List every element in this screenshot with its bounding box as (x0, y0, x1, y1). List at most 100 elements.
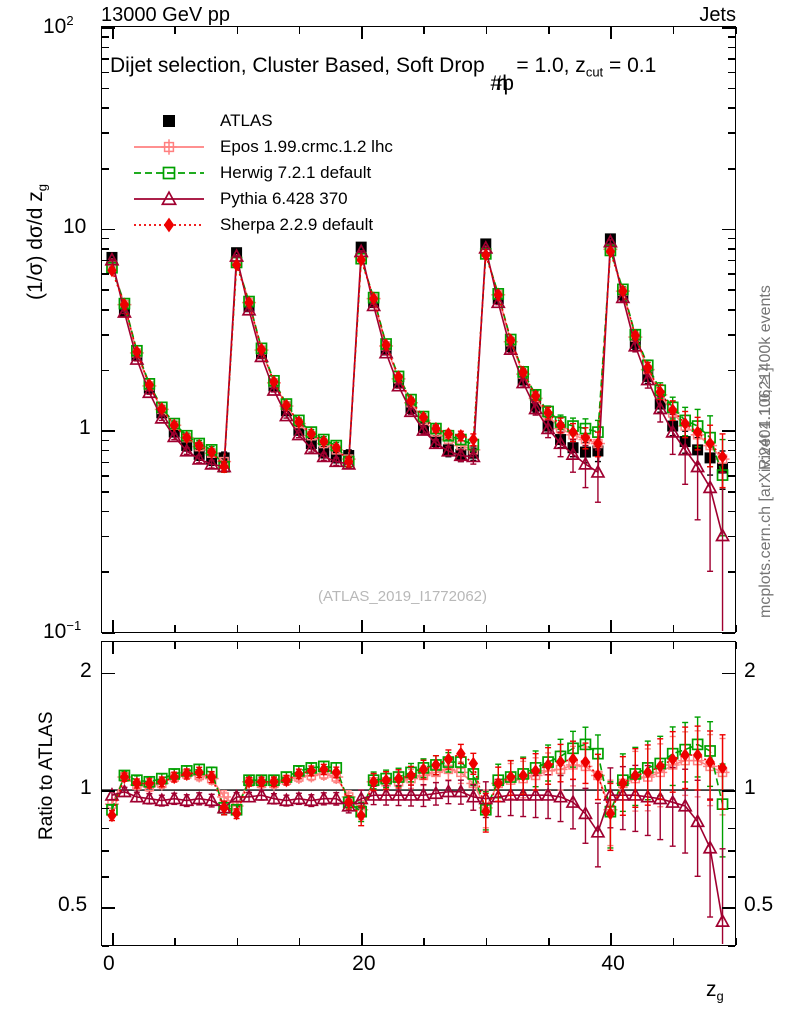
axis-tick (111, 620, 114, 632)
axis-tick (102, 632, 115, 634)
axis-tick (728, 132, 735, 135)
legend-entry-sherpa: Sherpa 2.2.9 default (132, 212, 393, 238)
axis-tick (728, 461, 735, 464)
axis-tick (610, 933, 612, 945)
ratio-plot-panel (101, 641, 736, 946)
x-axis-title-text: z (706, 978, 717, 1001)
axis-tick (102, 167, 109, 170)
legend-label: Pythia 6.428 370 (220, 189, 348, 208)
axis-tick (236, 625, 239, 632)
axis-tick (298, 938, 301, 945)
main-y-axis-title: (1/σ) dσ/d zg (24, 184, 50, 300)
axis-tick (735, 625, 737, 632)
axis-tick (423, 642, 426, 649)
axis-tick (236, 938, 239, 945)
axis-tick (485, 625, 488, 632)
axis-tick (728, 945, 735, 947)
axis-tick (102, 228, 115, 231)
main-y-tick-label: 1 (79, 416, 91, 440)
axis-tick (361, 27, 363, 39)
axis-tick (174, 27, 176, 34)
x-axis-title: zg (706, 978, 724, 1004)
axis-tick (102, 439, 109, 442)
axis-tick (722, 632, 735, 634)
axis-tick (174, 625, 176, 632)
axis-tick (728, 237, 735, 240)
axis-tick (728, 273, 735, 275)
axis-tick (728, 87, 735, 90)
axis-tick (728, 369, 735, 372)
axis-tick (728, 167, 735, 170)
axis-tick (361, 620, 363, 632)
axis-tick (728, 58, 735, 60)
axis-tick (728, 46, 735, 49)
axis-tick (728, 248, 735, 250)
main-y-tick-label: 10 (63, 214, 87, 238)
axis-tick (728, 510, 735, 513)
ratio-y-tick-label-right: 0.5 (744, 893, 774, 917)
axis-tick (102, 237, 109, 240)
axis-tick (102, 107, 109, 109)
legend-marker-square-open (132, 163, 206, 183)
axis-tick (298, 625, 301, 632)
main-y-axis-title-sub: g (34, 183, 50, 192)
axis-tick (485, 938, 488, 945)
axis-tick (728, 308, 735, 311)
header-beam-info: 13000 GeV pp (101, 4, 230, 26)
axis-tick (102, 850, 109, 852)
axis-tick (102, 259, 109, 262)
axis-tick (735, 642, 737, 649)
axis-tick (102, 334, 109, 336)
axis-tick (102, 790, 115, 792)
title-glitch-a: #b (490, 72, 514, 95)
title-beta-value: = 1.0, z (510, 54, 586, 77)
axis-tick (672, 642, 675, 649)
axis-tick (672, 625, 675, 632)
ratio-y-tick-label-right: 2 (744, 658, 756, 682)
axis-tick (298, 27, 301, 34)
axis-tick (102, 945, 109, 947)
axis-tick (722, 672, 735, 675)
axis-tick (102, 571, 109, 573)
axis-tick (111, 933, 114, 945)
x-tick-label: 40 (601, 952, 625, 975)
axis-tick (174, 938, 176, 945)
title-zcut-value: = 0.1 (603, 54, 657, 77)
axis-tick (548, 625, 550, 632)
ratio-y-axis-title: Ratio to ATLAS (36, 712, 58, 841)
axis-tick (102, 907, 115, 909)
main-plot-canvas (104, 233, 730, 631)
axis-tick (102, 87, 109, 90)
axis-tick (102, 449, 109, 452)
ratio-y-axis-title-text: Ratio to ATLAS (36, 711, 57, 841)
axis-tick (728, 259, 735, 262)
axis-tick (102, 46, 109, 49)
main-y-tick-label: 102 (43, 13, 74, 38)
axis-tick (735, 27, 737, 34)
axis-tick (485, 27, 488, 34)
legend-entry-pythia: Pythia 6.428 370 (132, 186, 393, 212)
x-tick-label: 0 (102, 952, 115, 975)
axis-tick (728, 827, 735, 830)
axis-tick (728, 807, 735, 810)
axis-tick (735, 938, 737, 945)
axis-tick (102, 289, 109, 291)
axis-tick (722, 907, 735, 909)
axis-tick (728, 571, 735, 573)
axis-tick (728, 475, 735, 477)
axis-tick (610, 27, 612, 39)
axis-tick (610, 620, 612, 632)
axis-tick (102, 461, 109, 464)
legend-entry-herwig: Herwig 7.2.1 default (132, 160, 393, 186)
ratio-y-tick-label-left: 2 (80, 658, 92, 682)
axis-tick (102, 876, 109, 879)
axis-tick (102, 430, 115, 432)
axis-tick (361, 933, 363, 945)
main-plot-panel (101, 26, 736, 633)
axis-tick (102, 475, 109, 477)
ratio-y-tick-label-right: 1 (744, 776, 756, 800)
axis-tick (111, 27, 114, 39)
main-y-axis-title-text: (1/σ) dσ/d z (24, 191, 47, 300)
analysis-watermark: (ATLAS_2019_I1772062) (318, 588, 488, 605)
axis-tick (102, 248, 109, 250)
